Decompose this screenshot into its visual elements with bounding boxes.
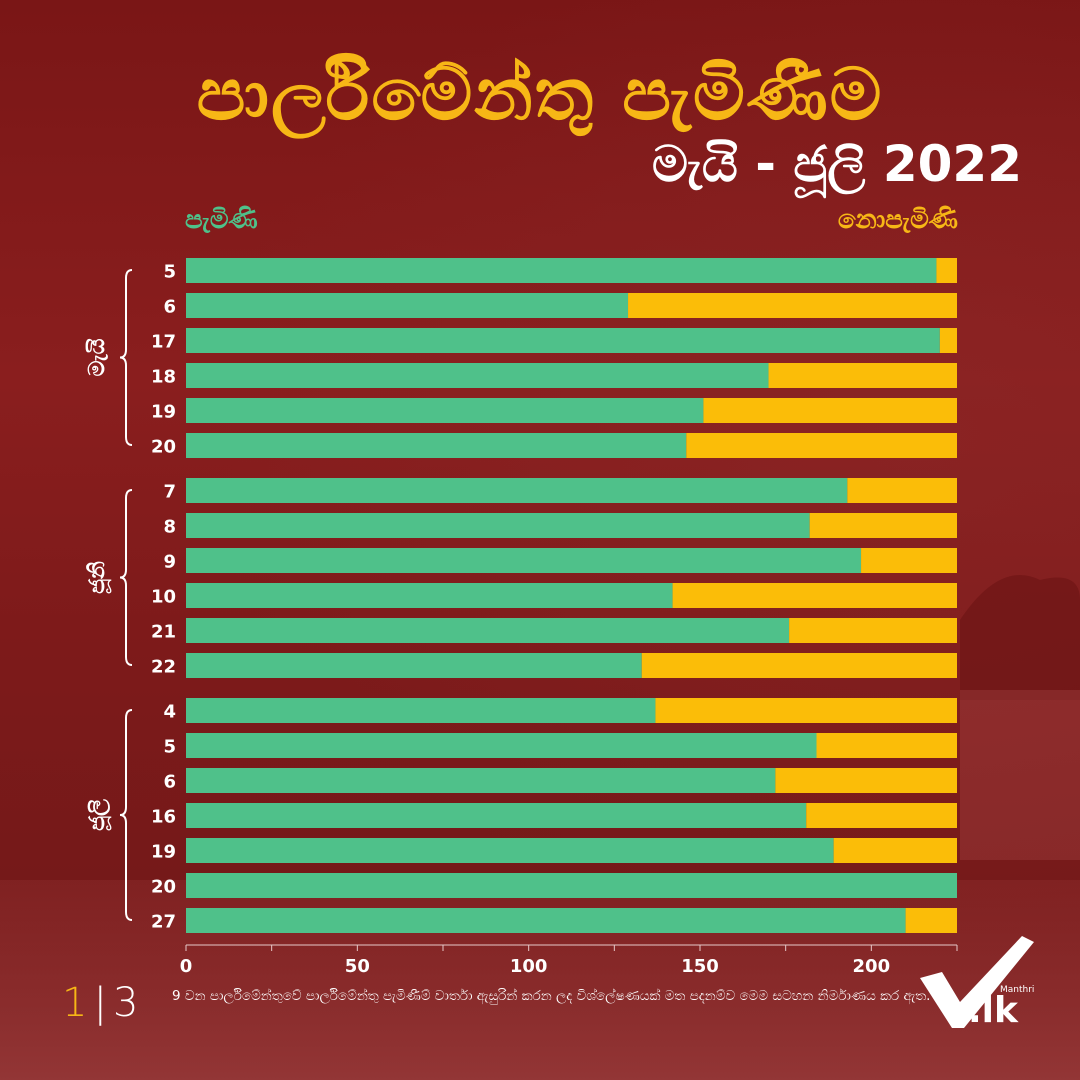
x-tick-label: 100	[510, 956, 548, 977]
x-tick-label: 50	[345, 956, 370, 977]
bar-absent	[641, 653, 957, 678]
bar-absent	[775, 768, 957, 793]
group-bracket	[119, 489, 133, 666]
bar-absent	[789, 618, 957, 643]
group-bracket	[119, 269, 133, 446]
bar-present	[186, 698, 656, 723]
page-separator: |	[93, 980, 107, 1026]
date-tick-label: 18	[151, 367, 176, 388]
bar-present	[186, 478, 848, 503]
bar-present	[186, 433, 687, 458]
source-footnote: 9 වන පාර්ලිමේන්තුවේ පාර්ලිමේන්තු පැමිණීම…	[172, 988, 931, 1004]
bar-absent	[939, 328, 957, 353]
date-tick-label: 17	[151, 332, 176, 353]
bar-absent	[816, 733, 957, 758]
x-tick-label: 200	[853, 956, 891, 977]
page-total-number: 3	[112, 980, 139, 1026]
date-tick-label: 27	[151, 912, 176, 933]
x-tick-label: 150	[681, 956, 719, 977]
date-tick-label: 5	[163, 262, 176, 283]
bar-present	[186, 513, 810, 538]
date-tick-label: 19	[151, 842, 176, 863]
page-title: පාර්ලිමේන්තු පැමිණීම	[196, 52, 884, 136]
bar-present	[186, 838, 834, 863]
bar-present	[186, 873, 957, 898]
legend-absent-label: නොපැමිණි	[837, 205, 958, 235]
logo-brand-text: Manthri	[1000, 985, 1035, 995]
bar-present	[186, 733, 817, 758]
bar-present	[186, 258, 937, 283]
bar-present	[186, 363, 769, 388]
bar-present	[186, 583, 673, 608]
bar-absent	[628, 293, 957, 318]
bar-absent	[686, 433, 957, 458]
month-group-label: ජූලි	[85, 799, 112, 831]
date-tick-label: 19	[151, 402, 176, 423]
bar-absent	[936, 258, 957, 283]
bar-absent	[806, 803, 957, 828]
date-tick-label: 16	[151, 807, 176, 828]
date-tick-label: 10	[151, 587, 176, 608]
group-bracket	[119, 709, 133, 921]
date-tick-label: 4	[163, 702, 176, 723]
bar-present	[186, 293, 629, 318]
bar-present	[186, 328, 940, 353]
checkmark-logo-icon	[920, 936, 1034, 1028]
bar-absent	[847, 478, 957, 503]
date-tick-label: 7	[163, 482, 176, 503]
bar-absent	[655, 698, 957, 723]
legend-present-label: පැමිණි	[185, 205, 258, 235]
date-tick-label: 20	[151, 877, 176, 898]
page-indicator: 1 | 3	[62, 980, 138, 1026]
date-tick-label: 21	[151, 622, 176, 643]
bar-present	[186, 768, 776, 793]
page-current-number: 1	[62, 980, 88, 1026]
date-tick-label: 8	[163, 517, 176, 538]
page-subtitle: මැයි - ජූලි 2022	[652, 135, 1022, 193]
bar-present	[186, 618, 790, 643]
bar-absent	[905, 908, 957, 933]
date-tick-label: 6	[163, 297, 176, 318]
month-group-label: ජූනි	[85, 561, 112, 594]
bar-absent	[703, 398, 957, 423]
bar-absent	[861, 548, 957, 573]
bar-absent	[672, 583, 957, 608]
date-tick-label: 6	[163, 772, 176, 793]
date-tick-label: 20	[151, 437, 176, 458]
bar-absent	[768, 363, 957, 388]
date-tick-label: 9	[163, 552, 176, 573]
bar-present	[186, 398, 704, 423]
bar-absent	[833, 838, 957, 863]
bar-present	[186, 908, 906, 933]
x-tick-label: 0	[180, 956, 193, 977]
bar-absent	[809, 513, 957, 538]
month-group-label: මැයි	[85, 338, 110, 376]
date-tick-label: 22	[151, 657, 176, 678]
date-tick-label: 5	[163, 737, 176, 758]
logo-tld-text: .lk	[968, 990, 1018, 1031]
bar-present	[186, 803, 807, 828]
bar-present	[186, 548, 862, 573]
bar-present	[186, 653, 642, 678]
